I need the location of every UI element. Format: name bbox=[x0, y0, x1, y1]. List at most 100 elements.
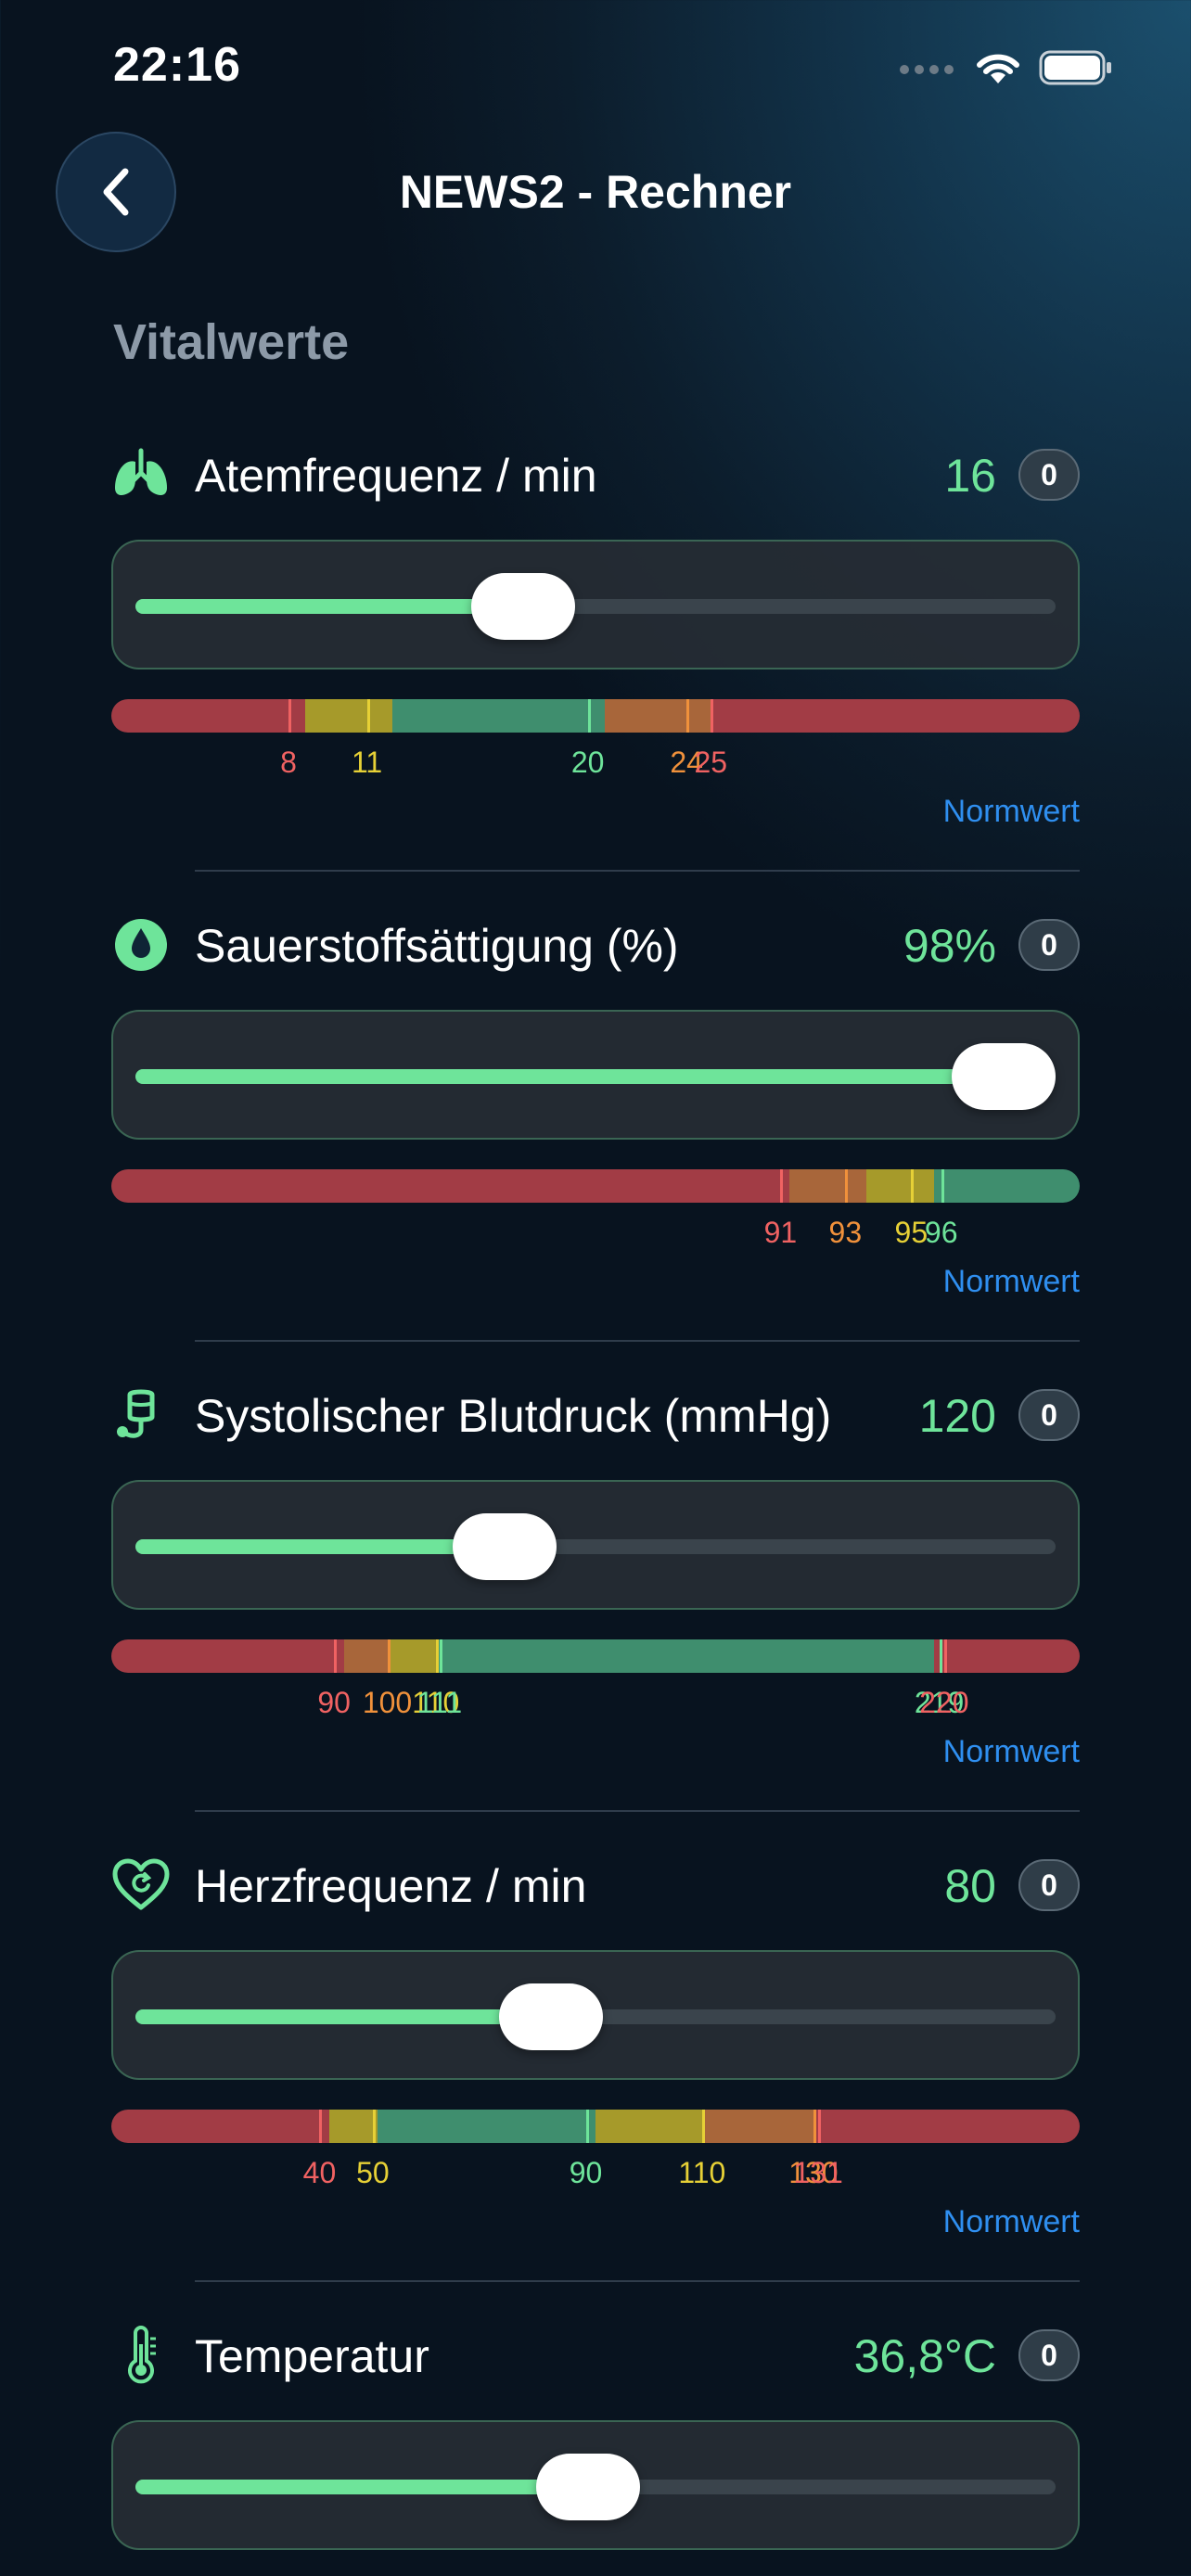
score-badge: 0 bbox=[1018, 2329, 1080, 2381]
range-segment-yellow bbox=[328, 2110, 378, 2143]
slider-thumb[interactable] bbox=[453, 1513, 557, 1580]
tick-label: 110 bbox=[678, 2156, 726, 2189]
tick-label: 130 bbox=[788, 2156, 839, 2189]
heart-icon bbox=[112, 1858, 170, 1910]
slider-thumb[interactable] bbox=[536, 2454, 641, 2520]
slider-card bbox=[111, 1950, 1080, 2080]
normwert-link[interactable]: Normwert bbox=[942, 1264, 1080, 1299]
slider-card bbox=[111, 2420, 1080, 2550]
range-tick bbox=[941, 1169, 944, 1203]
range-tick bbox=[439, 1639, 442, 1673]
normwert-link[interactable]: Normwert bbox=[942, 794, 1080, 829]
range-segment-yellow bbox=[387, 1639, 436, 1673]
slider-fill bbox=[135, 1069, 1005, 1084]
range-segment-green bbox=[378, 2110, 596, 2143]
slider-thumb[interactable] bbox=[471, 573, 576, 640]
range-segment-yellow bbox=[596, 2110, 702, 2143]
range-segment-red bbox=[111, 1639, 344, 1673]
range-segment-orange bbox=[701, 2110, 813, 2143]
range-segment-yellow bbox=[304, 699, 392, 733]
range-tick bbox=[943, 1639, 947, 1673]
vital-value: 36,8°C bbox=[853, 2330, 996, 2382]
range-tick bbox=[818, 2110, 822, 2143]
divider bbox=[195, 870, 1080, 872]
slider-card bbox=[111, 1010, 1080, 1140]
tick-label: 220 bbox=[919, 1686, 969, 1719]
drop-icon bbox=[115, 919, 167, 971]
back-button[interactable] bbox=[56, 132, 176, 252]
status-time: 22:16 bbox=[113, 38, 241, 92]
range-segment-red bbox=[111, 699, 305, 733]
range-segment-red bbox=[111, 1169, 789, 1203]
range-segment-red bbox=[711, 699, 1080, 733]
range-segment-orange bbox=[343, 1639, 388, 1673]
vital-label: Temperatur bbox=[195, 2330, 429, 2382]
tick-label: 131 bbox=[793, 2156, 843, 2189]
range-tick bbox=[911, 1169, 915, 1203]
thermometer-icon bbox=[128, 2326, 156, 2384]
score-badge: 0 bbox=[1018, 449, 1080, 501]
tick-label: 110 bbox=[412, 1686, 460, 1719]
range-tick bbox=[435, 1639, 439, 1673]
range-tick bbox=[372, 2110, 376, 2143]
range-tick bbox=[334, 1639, 338, 1673]
normwert-link[interactable]: Normwert bbox=[942, 1734, 1080, 1769]
divider bbox=[195, 1340, 1080, 1342]
tick-label: 8 bbox=[280, 746, 297, 779]
score-badge: 0 bbox=[1018, 1389, 1080, 1441]
vital-respiratory-rate: Atemfrequenz / min 16 0 8 11 20 24 25 Normwe… bbox=[111, 436, 1080, 829]
divider bbox=[195, 2280, 1080, 2282]
vital-label: Sauerstoffsättigung (%) bbox=[195, 920, 679, 972]
tick-label: 90 bbox=[317, 1686, 351, 1719]
tick-label: 40 bbox=[302, 2156, 337, 2189]
blood-pressure-icon bbox=[117, 1389, 155, 1438]
vital-systolic-bp: Systolischer Blutdruck (mmHg) 120 0 90 10… bbox=[111, 1376, 1080, 1769]
tick-label: 96 bbox=[924, 1216, 958, 1249]
slider-fill bbox=[135, 1539, 506, 1554]
range-tick bbox=[319, 2110, 323, 2143]
tick-label: 219 bbox=[914, 1686, 965, 1719]
tick-label: 100 bbox=[362, 1686, 413, 1719]
tick-label: 25 bbox=[694, 746, 728, 779]
range-tick bbox=[288, 699, 292, 733]
tick-labels: 40 50 90 110 130 131 bbox=[111, 2156, 1080, 2202]
score-badge: 0 bbox=[1018, 919, 1080, 971]
range-segment-green bbox=[391, 699, 606, 733]
slider-card bbox=[111, 540, 1080, 670]
range-bar bbox=[111, 1169, 1080, 1203]
range-tick bbox=[813, 2110, 816, 2143]
range-tick bbox=[387, 1639, 391, 1673]
tick-label: 24 bbox=[670, 746, 703, 779]
range-segment-red bbox=[813, 2110, 1080, 2143]
slider-thumb[interactable] bbox=[499, 1983, 604, 2050]
vital-oxygen-saturation: Sauerstoffsättigung (%) 98% 0 91 93 95 96 N… bbox=[111, 906, 1080, 1299]
slider-thumb[interactable] bbox=[952, 1043, 1057, 1110]
slider-fill bbox=[135, 599, 524, 614]
normwert-link[interactable]: Normwert bbox=[942, 2204, 1080, 2239]
range-bar bbox=[111, 699, 1080, 733]
range-segment-orange bbox=[605, 699, 712, 733]
range-segment-green bbox=[934, 1169, 1080, 1203]
tick-label: 20 bbox=[570, 746, 605, 779]
score-badge: 0 bbox=[1018, 1859, 1080, 1911]
slider-fill bbox=[135, 2480, 589, 2494]
vital-value: 80 bbox=[944, 1860, 996, 1912]
page-title: NEWS2 - Rechner bbox=[399, 166, 792, 218]
tick-labels: 90 100 110 111 219 220 bbox=[111, 1686, 1080, 1732]
lungs-icon bbox=[115, 448, 167, 495]
vital-label: Systolischer Blutdruck (mmHg) bbox=[195, 1390, 832, 1442]
range-tick bbox=[366, 699, 370, 733]
range-tick bbox=[585, 2110, 589, 2143]
vital-value: 16 bbox=[944, 450, 996, 502]
nav-bar: NEWS2 - Rechner bbox=[0, 130, 1191, 252]
divider bbox=[195, 1810, 1080, 1812]
range-bar bbox=[111, 2110, 1080, 2143]
vital-value: 120 bbox=[918, 1390, 996, 1442]
cellular-signal-icon bbox=[900, 65, 954, 74]
tick-labels: 8 11 20 24 25 bbox=[111, 746, 1080, 792]
status-bar: 22:16 bbox=[0, 0, 1191, 130]
tick-label: 111 bbox=[416, 1686, 463, 1719]
range-tick bbox=[701, 2110, 705, 2143]
vital-label: Atemfrequenz / min bbox=[195, 450, 597, 502]
vital-temperature: Temperatur 36,8°C 0 bbox=[111, 2316, 1080, 2576]
